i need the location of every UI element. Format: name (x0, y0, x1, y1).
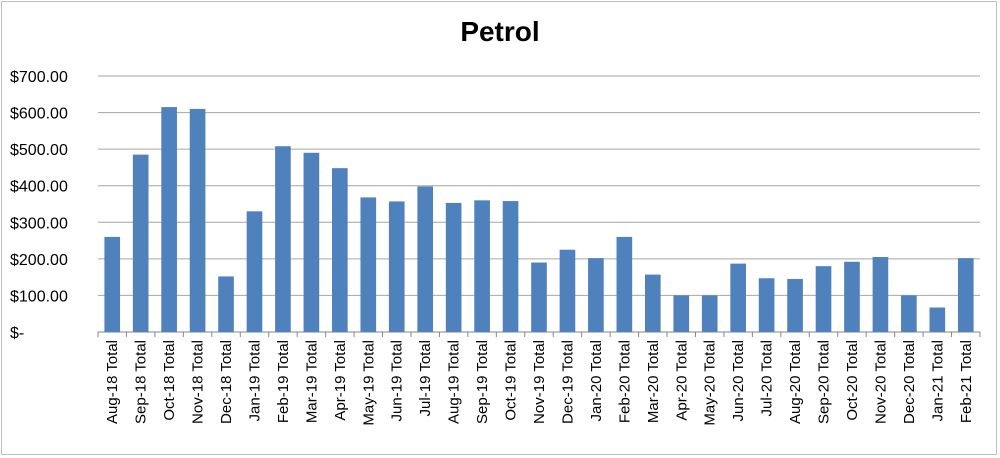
x-tick-label: Apr-19 Total (332, 340, 349, 421)
bar (445, 202, 462, 332)
x-tick-label: Oct-18 Total (161, 340, 178, 421)
bar (644, 274, 661, 332)
x-tick-label: Mar-20 Total (645, 340, 662, 423)
x-tick-label: Sep-19 Total (474, 340, 491, 424)
bar (275, 146, 291, 332)
bar (559, 249, 576, 332)
x-tick-label: Aug-20 Total (787, 340, 804, 424)
bar (104, 236, 121, 332)
bar (730, 263, 746, 332)
y-tick-label: $300.00 (10, 215, 68, 232)
bar (588, 258, 604, 332)
bar (929, 307, 946, 332)
y-tick-label: $100.00 (10, 288, 68, 305)
y-tick-label: $- (10, 325, 24, 342)
bar (844, 261, 860, 332)
x-tick-label: May-19 Total (360, 340, 377, 426)
x-tick-label: Nov-19 Total (531, 340, 548, 424)
x-tick-label: Jul-19 Total (417, 340, 434, 416)
x-tick-label: Oct-19 Total (503, 340, 520, 421)
bar (815, 266, 832, 332)
bar (161, 107, 177, 332)
x-tick-label: Jan-21 Total (929, 340, 946, 421)
bar (417, 186, 434, 332)
bar (502, 201, 519, 332)
bar (901, 295, 917, 332)
x-tick-label: Jun-20 Total (730, 340, 747, 421)
y-tick-label: $700.00 (10, 69, 68, 86)
bar (787, 278, 803, 332)
y-tick-label: $400.00 (10, 179, 68, 196)
bar (388, 201, 405, 332)
bar (360, 197, 377, 332)
y-tick-label: $500.00 (10, 142, 68, 159)
bar (758, 278, 775, 332)
bar (303, 152, 320, 332)
x-tick-label: Feb-19 Total (275, 340, 292, 423)
x-tick-label: Dec-18 Total (218, 340, 235, 424)
bar (957, 258, 974, 332)
x-tick-label: Sep-18 Total (133, 340, 150, 424)
x-tick-label: Mar-19 Total (303, 340, 320, 423)
bar (701, 295, 718, 332)
x-tick-label: Jan-20 Total (588, 340, 605, 421)
bar (531, 262, 547, 332)
x-tick-label: Dec-20 Total (901, 340, 918, 424)
bar (673, 295, 690, 332)
x-tick-label: Dec-19 Total (559, 340, 576, 424)
bar (332, 168, 348, 332)
bar (189, 108, 206, 333)
x-tick-label: Jan-19 Total (246, 340, 263, 421)
y-tick-label: $200.00 (10, 252, 68, 269)
y-tick-label: $600.00 (10, 106, 68, 123)
x-tick-label: Nov-20 Total (872, 340, 889, 424)
x-tick-label: Feb-21 Total (958, 340, 975, 423)
x-tick-label: May-20 Total (702, 340, 719, 426)
x-tick-label: Feb-20 Total (616, 340, 633, 423)
bar (246, 211, 263, 332)
x-tick-label: Oct-20 Total (844, 340, 861, 421)
chart-title: Petrol (460, 16, 540, 47)
x-tick-label: Nov-18 Total (190, 340, 207, 424)
bar (872, 257, 889, 332)
bar (132, 154, 149, 332)
bar (218, 276, 234, 332)
x-tick-label: Sep-20 Total (816, 340, 833, 424)
x-tick-label: Jun-19 Total (389, 340, 406, 421)
bar (474, 200, 490, 332)
bar (616, 236, 633, 332)
x-tick-label: Aug-19 Total (446, 340, 463, 424)
x-tick-label: Aug-18 Total (104, 340, 121, 424)
x-tick-label: Jul-20 Total (759, 340, 776, 416)
x-tick-label: Apr-20 Total (673, 340, 690, 421)
